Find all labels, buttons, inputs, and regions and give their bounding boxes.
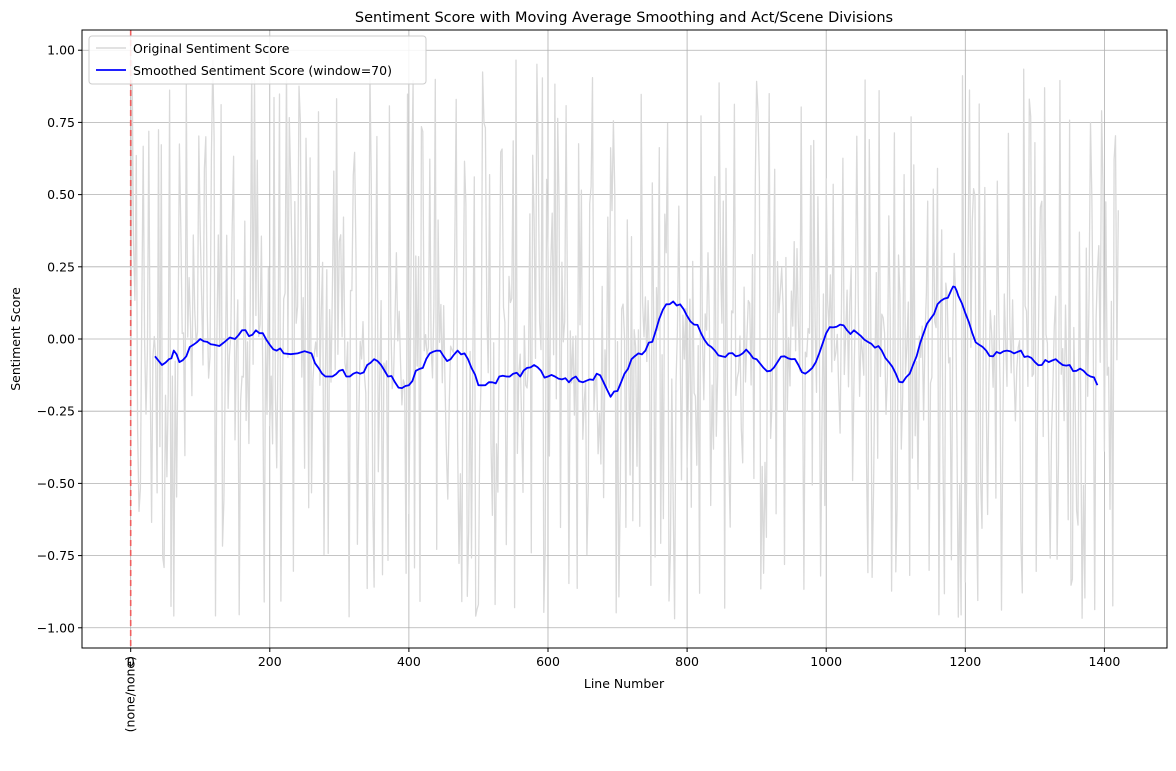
y-tick-label: −0.50	[37, 476, 75, 491]
y-tick-label: −0.25	[37, 404, 75, 419]
original-series	[130, 59, 1119, 620]
legend-box	[88, 35, 427, 85]
x-tick-label: 800	[675, 654, 699, 669]
y-axis-ticks: −1.00 −0.75 −0.50 −0.25 0.00 0.25 0.50 0.75 1.00	[37, 43, 82, 635]
x-tick-label: 0	[127, 654, 135, 669]
legend-label-smoothed: Smoothed Sentiment Score (window=70)	[133, 63, 392, 78]
y-tick-label: 0.00	[47, 332, 75, 347]
act-scene-dividers: (none/none)	[123, 30, 138, 732]
x-tick-label: 400	[397, 654, 421, 669]
x-tick-label: 200	[258, 654, 282, 669]
x-tick-label: 1400	[1088, 654, 1120, 669]
x-tick-label: 600	[536, 654, 560, 669]
smoothed-sentiment-line	[154, 285, 1099, 398]
x-axis-label: Line Number	[584, 676, 665, 691]
y-tick-label: 1.00	[47, 43, 75, 58]
y-axis-label: Sentiment Score	[8, 287, 23, 391]
chart-title: Sentiment Score with Moving Average Smoo…	[355, 10, 893, 26]
original-sentiment-line	[130, 59, 1119, 620]
y-tick-label: −0.75	[37, 548, 75, 563]
y-tick-label: 0.50	[47, 187, 75, 202]
legend-label-original: Original Sentiment Score	[133, 41, 290, 56]
division-label: (none/none)	[123, 656, 138, 732]
x-axis-ticks: 0 200 400 600 800 1000 1200 1400	[127, 648, 1120, 669]
y-tick-label: 0.25	[47, 259, 75, 274]
x-tick-label: 1000	[810, 654, 842, 669]
y-tick-label: 0.75	[47, 115, 75, 130]
x-tick-label: 1200	[949, 654, 981, 669]
legend: Original Sentiment Score Smoothed Sentim…	[88, 35, 427, 85]
y-tick-label: −1.00	[37, 620, 75, 635]
smoothed-series	[154, 285, 1099, 398]
